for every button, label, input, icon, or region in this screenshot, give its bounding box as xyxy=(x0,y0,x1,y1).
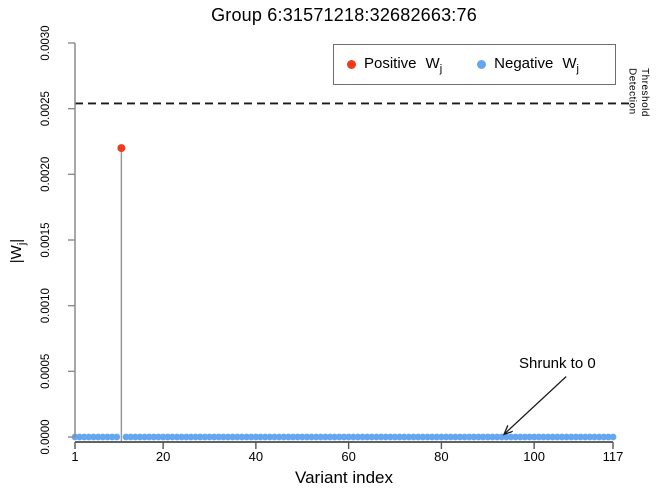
legend-entry-negative: Negative Wj xyxy=(477,55,579,75)
annotation-text: Shrunk to 0 xyxy=(519,355,596,372)
x-tick-label: 1 xyxy=(71,449,78,464)
positive-marker-icon xyxy=(347,60,356,69)
legend-entry-positive: Positive Wj xyxy=(347,55,442,75)
x-tick-label: 40 xyxy=(249,449,263,464)
y-axis-title-subscript: j xyxy=(16,242,28,246)
x-tick-label: 60 xyxy=(341,449,355,464)
legend-label-negative: Negative Wj xyxy=(494,54,579,75)
y-axis-title-close: | xyxy=(8,238,25,243)
y-axis-title: |Wj| xyxy=(8,239,28,263)
y-tick-label: 0.0000 xyxy=(40,419,52,454)
negative-point xyxy=(609,433,617,441)
x-tick-label: 117 xyxy=(603,449,624,464)
legend-box: Positive Wj Negative Wj xyxy=(333,44,616,85)
positive-point xyxy=(117,144,126,153)
y-axis-title-text: |W xyxy=(8,245,25,264)
legend-label-positive: Positive Wj xyxy=(364,54,443,75)
x-tick-label: 80 xyxy=(434,449,448,464)
threshold-label-word1: Detection xyxy=(626,68,638,115)
negative-point xyxy=(113,433,121,441)
annotation-arrow xyxy=(504,376,567,435)
x-tick-label: 100 xyxy=(523,449,545,464)
threshold-label: Detection Threshold xyxy=(626,68,651,117)
negative-marker-icon xyxy=(477,60,487,69)
y-tick-label: 0.0030 xyxy=(40,25,52,60)
chart-title: Group 6:31571218:32682663:76 xyxy=(211,5,477,25)
y-tick-label: 0.0020 xyxy=(40,157,52,192)
y-tick-label: 0.0015 xyxy=(40,222,52,257)
threshold-label-word2: Threshold xyxy=(639,68,650,117)
x-tick-label: 20 xyxy=(156,449,170,464)
y-tick-label: 0.0010 xyxy=(40,288,52,323)
y-tick-label: 0.0025 xyxy=(40,91,52,126)
x-axis-title: Variant index xyxy=(295,468,393,487)
y-tick-label: 0.0005 xyxy=(40,354,52,389)
